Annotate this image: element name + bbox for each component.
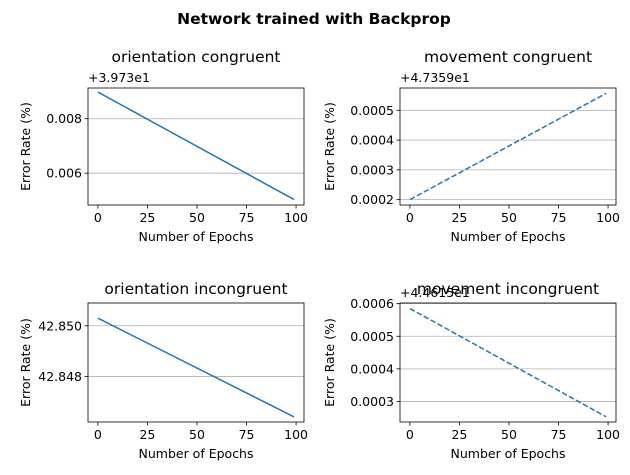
x-tick-label: 25 xyxy=(139,427,155,442)
subplot-title: movement congruent xyxy=(424,48,592,66)
x-tick-label: 75 xyxy=(551,427,567,442)
y-axis-label: Error Rate (%) xyxy=(322,318,337,407)
series-line xyxy=(97,91,295,201)
x-tick-label: 0 xyxy=(94,210,102,225)
x-tick-label: 50 xyxy=(501,210,517,225)
subplot-title: orientation incongruent xyxy=(104,280,287,298)
series-line xyxy=(409,307,607,418)
y-tick-label: 0.0005 xyxy=(350,103,394,118)
x-tick-label: 75 xyxy=(239,427,255,442)
subplot-orientation-congruent: 0 25 50 75 100 0.006 0.008 +3.973e1 orientation … xyxy=(18,48,308,244)
y-tick-label: 0.0003 xyxy=(350,162,394,177)
x-tick-label: 25 xyxy=(451,210,467,225)
x-axis-label: Number of Epochs xyxy=(139,446,254,461)
plot-frame xyxy=(87,302,305,423)
figure-title: Network trained with Backprop xyxy=(177,10,451,28)
subplot-movement-incongruent: 0 25 50 75 100 0.0003 0.0004 0.0005 0.0006 +4.461… xyxy=(322,280,620,461)
plot-frame xyxy=(87,87,305,206)
y-tick-label: 0.006 xyxy=(46,166,82,181)
y-tick-label: 0.0003 xyxy=(350,394,394,409)
x-axis-label: Number of Epochs xyxy=(451,446,566,461)
x-tick-label: 0 xyxy=(94,427,102,442)
y-tick-label: 0.0006 xyxy=(350,296,394,311)
x-axis-label: Number of Epochs xyxy=(139,229,254,244)
x-tick-label: 50 xyxy=(189,427,205,442)
y-axis-label: Error Rate (%) xyxy=(18,318,33,407)
y-offset-label: +4.7359e1 xyxy=(400,70,470,85)
y-tick-label: 0.0005 xyxy=(350,329,394,344)
plot-frame xyxy=(399,302,617,423)
x-tick-label: 25 xyxy=(451,427,467,442)
x-tick-label: 100 xyxy=(596,427,620,442)
x-tick-label: 0 xyxy=(406,427,414,442)
series-line xyxy=(97,317,295,418)
x-tick-label: 75 xyxy=(239,210,255,225)
y-tick-label: 42.848 xyxy=(38,369,82,384)
series-line xyxy=(409,92,607,201)
x-tick-label: 50 xyxy=(501,427,517,442)
x-tick-label: 50 xyxy=(189,210,205,225)
y-tick-label: 0.008 xyxy=(46,111,82,126)
y-tick-label: 0.0004 xyxy=(350,361,394,376)
subplot-movement-congruent: 0 25 50 75 100 0.0002 0.0003 0.0004 0.0005 +4.735… xyxy=(322,48,620,244)
plot-frame xyxy=(399,87,617,206)
x-tick-label: 100 xyxy=(284,427,308,442)
y-axis-label: Error Rate (%) xyxy=(322,102,337,191)
subplot-title: movement incongruent xyxy=(417,280,599,298)
x-tick-label: 100 xyxy=(596,210,620,225)
x-tick-label: 75 xyxy=(551,210,567,225)
y-offset-label: +4.4615e1 xyxy=(400,285,470,300)
subplot-title: orientation congruent xyxy=(111,48,280,66)
y-tick-label: 0.0004 xyxy=(350,133,394,148)
x-tick-label: 0 xyxy=(406,210,414,225)
x-tick-label: 100 xyxy=(284,210,308,225)
x-axis-label: Number of Epochs xyxy=(451,229,566,244)
y-offset-label: +3.973e1 xyxy=(88,70,150,85)
y-tick-label: 0.0002 xyxy=(350,192,394,207)
subplot-orientation-incongruent: 0 25 50 75 100 42.848 42.850 orientation incong… xyxy=(18,280,308,461)
y-tick-label: 42.850 xyxy=(38,318,82,333)
x-tick-label: 25 xyxy=(139,210,155,225)
y-axis-label: Error Rate (%) xyxy=(18,102,33,191)
